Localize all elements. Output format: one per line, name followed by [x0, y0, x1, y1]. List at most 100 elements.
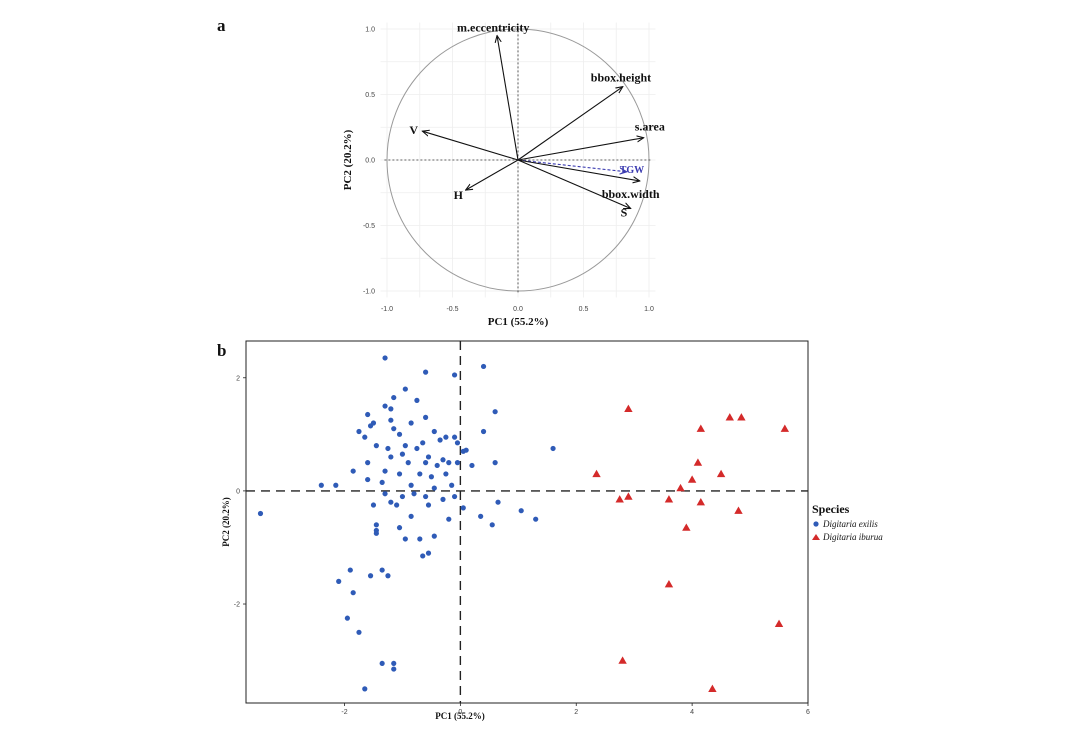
vector-m-eccentricity [497, 36, 519, 161]
panel-b-x-axis-label: PC1 (55.2%) [435, 711, 485, 721]
point-digitaria-exilis [373, 530, 379, 536]
point-digitaria-exilis [257, 510, 264, 517]
legend-title: Species [812, 502, 850, 516]
y-tick-label: 2 [236, 375, 240, 382]
point-digitaria-exilis [385, 445, 391, 452]
point-digitaria-exilis [391, 394, 397, 401]
point-digitaria-exilis [402, 386, 408, 392]
panel-b-tick-labels: -2 0 2 4 6 -2 0 2 [234, 375, 810, 716]
point-digitaria-exilis [533, 516, 539, 522]
point-digitaria-exilis [414, 397, 420, 403]
point-digitaria-iburua [664, 495, 674, 503]
point-digitaria-exilis [365, 476, 371, 483]
point-digitaria-exilis [440, 496, 446, 502]
point-digitaria-iburua [624, 492, 633, 500]
point-digitaria-exilis [550, 445, 556, 452]
point-digitaria-exilis [402, 443, 408, 449]
x-tick-label: 2 [574, 709, 578, 716]
y-tick-label: 0 [236, 488, 240, 495]
y-tick-label: -0.5 [363, 223, 375, 230]
point-digitaria-iburua [716, 469, 726, 478]
point-digitaria-exilis [451, 434, 458, 440]
point-digitaria-exilis [344, 615, 350, 621]
point-digitaria-exilis [356, 428, 362, 435]
point-digitaria-exilis [480, 363, 487, 370]
point-digitaria-exilis [399, 451, 406, 457]
point-digitaria-exilis [440, 457, 446, 463]
point-digitaria-exilis [411, 491, 417, 497]
point-digitaria-exilis [350, 590, 356, 596]
point-digitaria-exilis [420, 553, 426, 559]
x-tick-label: -1.0 [381, 306, 393, 313]
point-digitaria-exilis [449, 482, 455, 488]
point-digitaria-exilis [367, 573, 374, 579]
x-tick-label: -2 [341, 709, 347, 716]
point-digitaria-exilis [425, 454, 432, 460]
vector-label-m-eccentricity: m.eccentricity [457, 21, 529, 35]
panel-b-label: b [217, 341, 226, 360]
point-digitaria-exilis [423, 493, 429, 500]
vector-label-s-area: s.area [635, 120, 665, 134]
point-digitaria-exilis [495, 499, 501, 505]
point-digitaria-exilis [454, 440, 461, 446]
point-digitaria-exilis [492, 409, 498, 415]
point-digitaria-iburua [693, 458, 703, 466]
vector-bbox-width [517, 159, 640, 181]
point-digitaria-exilis [396, 471, 403, 477]
point-digitaria-exilis [382, 355, 388, 361]
x-tick-label: -0.5 [446, 306, 458, 313]
point-digitaria-exilis [443, 434, 449, 440]
panel-a-x-axis-label: PC1 (55.2%) [488, 316, 549, 328]
point-digitaria-exilis [318, 482, 324, 488]
point-digitaria-exilis [370, 502, 377, 508]
point-digitaria-exilis [388, 406, 394, 412]
y-tick-label: 1.0 [365, 27, 375, 34]
point-digitaria-exilis [431, 533, 437, 539]
point-digitaria-exilis [388, 454, 394, 460]
vector-label-tgw: TGW [620, 165, 644, 176]
vector-label-bbox-width: bbox.width [602, 187, 660, 201]
point-digitaria-exilis [437, 437, 443, 443]
point-digitaria-exilis [417, 536, 423, 542]
point-digitaria-exilis [402, 536, 408, 542]
point-digitaria-exilis [350, 468, 356, 474]
point-digitaria-exilis [405, 460, 411, 466]
point-digitaria-exilis [420, 440, 426, 446]
y-tick-label: -2 [234, 602, 240, 609]
point-digitaria-iburua [696, 498, 706, 506]
point-digitaria-exilis [408, 482, 414, 488]
point-digitaria-exilis [423, 460, 429, 466]
point-digitaria-exilis [394, 502, 400, 508]
point-digitaria-exilis [469, 462, 475, 469]
vector-s-area [517, 138, 644, 161]
point-digitaria-iburua [687, 475, 697, 483]
panel-b-points [257, 355, 790, 693]
point-digitaria-iburua [725, 413, 734, 421]
point-digitaria-exilis [396, 431, 403, 437]
panel-a-y-axis-label: PC2 (20.2%) [342, 129, 354, 190]
x-tick-label: 4 [690, 709, 694, 716]
point-digitaria-iburua [592, 469, 601, 478]
vector-h [466, 159, 519, 190]
point-digitaria-exilis [446, 516, 452, 522]
species-legend: Species Digitaria exilis Digitaria iburua [812, 502, 883, 542]
point-digitaria-exilis [373, 443, 379, 449]
point-digitaria-exilis [379, 567, 385, 573]
legend-key-digitaria-exilis [813, 521, 819, 527]
vector-label-v: V [409, 123, 418, 137]
vector-bbox-height [517, 87, 623, 161]
point-digitaria-exilis [408, 420, 414, 426]
point-digitaria-exilis [382, 491, 388, 497]
vector-label-h: H [454, 188, 464, 202]
point-digitaria-exilis [423, 414, 429, 420]
point-digitaria-exilis [478, 513, 484, 519]
point-digitaria-exilis [425, 502, 432, 508]
point-digitaria-iburua [615, 495, 624, 503]
point-digitaria-exilis [382, 468, 388, 474]
point-digitaria-iburua [624, 404, 633, 413]
panel-b-reference-lines [246, 341, 808, 703]
point-digitaria-exilis [396, 525, 403, 531]
point-digitaria-exilis [388, 499, 394, 505]
y-tick-label: 0.0 [365, 158, 375, 165]
